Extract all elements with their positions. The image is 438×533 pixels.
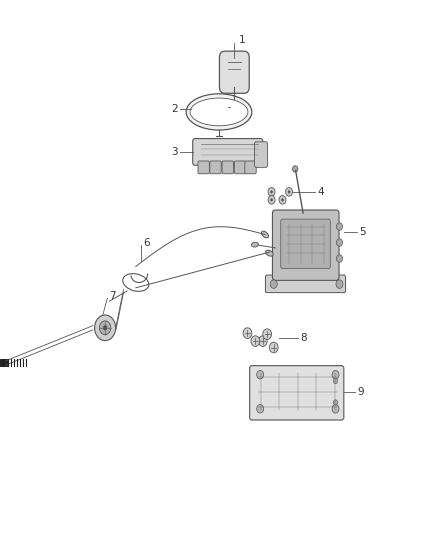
Circle shape bbox=[270, 190, 273, 193]
Circle shape bbox=[257, 370, 264, 379]
Text: 6: 6 bbox=[143, 238, 149, 247]
Circle shape bbox=[293, 166, 298, 172]
FancyBboxPatch shape bbox=[265, 275, 346, 293]
FancyBboxPatch shape bbox=[254, 142, 268, 167]
Text: 4: 4 bbox=[318, 187, 324, 197]
Circle shape bbox=[258, 336, 267, 346]
Circle shape bbox=[268, 196, 275, 204]
Ellipse shape bbox=[261, 231, 268, 238]
Circle shape bbox=[333, 378, 338, 384]
Circle shape bbox=[243, 328, 252, 338]
Circle shape bbox=[95, 315, 116, 341]
Text: 3: 3 bbox=[171, 147, 177, 157]
Text: 5: 5 bbox=[359, 227, 366, 237]
Circle shape bbox=[270, 198, 273, 201]
FancyBboxPatch shape bbox=[281, 219, 330, 269]
FancyBboxPatch shape bbox=[198, 161, 209, 174]
Text: 9: 9 bbox=[357, 387, 364, 397]
Circle shape bbox=[103, 325, 107, 330]
FancyBboxPatch shape bbox=[210, 161, 221, 174]
FancyBboxPatch shape bbox=[272, 210, 339, 280]
FancyBboxPatch shape bbox=[193, 139, 263, 165]
Ellipse shape bbox=[190, 98, 248, 126]
Circle shape bbox=[286, 188, 293, 196]
Ellipse shape bbox=[265, 250, 273, 256]
Bar bbox=[0, 359, 7, 366]
Circle shape bbox=[333, 400, 338, 405]
FancyBboxPatch shape bbox=[245, 161, 256, 174]
FancyBboxPatch shape bbox=[219, 51, 249, 93]
Circle shape bbox=[288, 190, 290, 193]
Circle shape bbox=[336, 255, 343, 262]
Circle shape bbox=[281, 198, 284, 201]
Circle shape bbox=[251, 336, 260, 346]
Circle shape bbox=[257, 405, 264, 413]
Ellipse shape bbox=[186, 94, 252, 130]
Circle shape bbox=[336, 223, 343, 230]
Text: 7: 7 bbox=[109, 291, 115, 301]
Ellipse shape bbox=[251, 242, 258, 247]
Circle shape bbox=[268, 188, 275, 196]
Circle shape bbox=[332, 370, 339, 379]
Circle shape bbox=[332, 405, 339, 413]
Circle shape bbox=[336, 239, 343, 246]
FancyBboxPatch shape bbox=[250, 366, 344, 420]
Circle shape bbox=[269, 342, 278, 353]
Circle shape bbox=[270, 280, 277, 288]
Circle shape bbox=[99, 321, 111, 335]
Text: 2: 2 bbox=[171, 104, 177, 114]
FancyBboxPatch shape bbox=[222, 161, 233, 174]
FancyBboxPatch shape bbox=[234, 161, 246, 174]
Circle shape bbox=[279, 196, 286, 204]
Circle shape bbox=[336, 280, 343, 288]
Circle shape bbox=[263, 329, 272, 340]
Text: 1: 1 bbox=[239, 35, 245, 45]
Text: 8: 8 bbox=[300, 334, 307, 343]
